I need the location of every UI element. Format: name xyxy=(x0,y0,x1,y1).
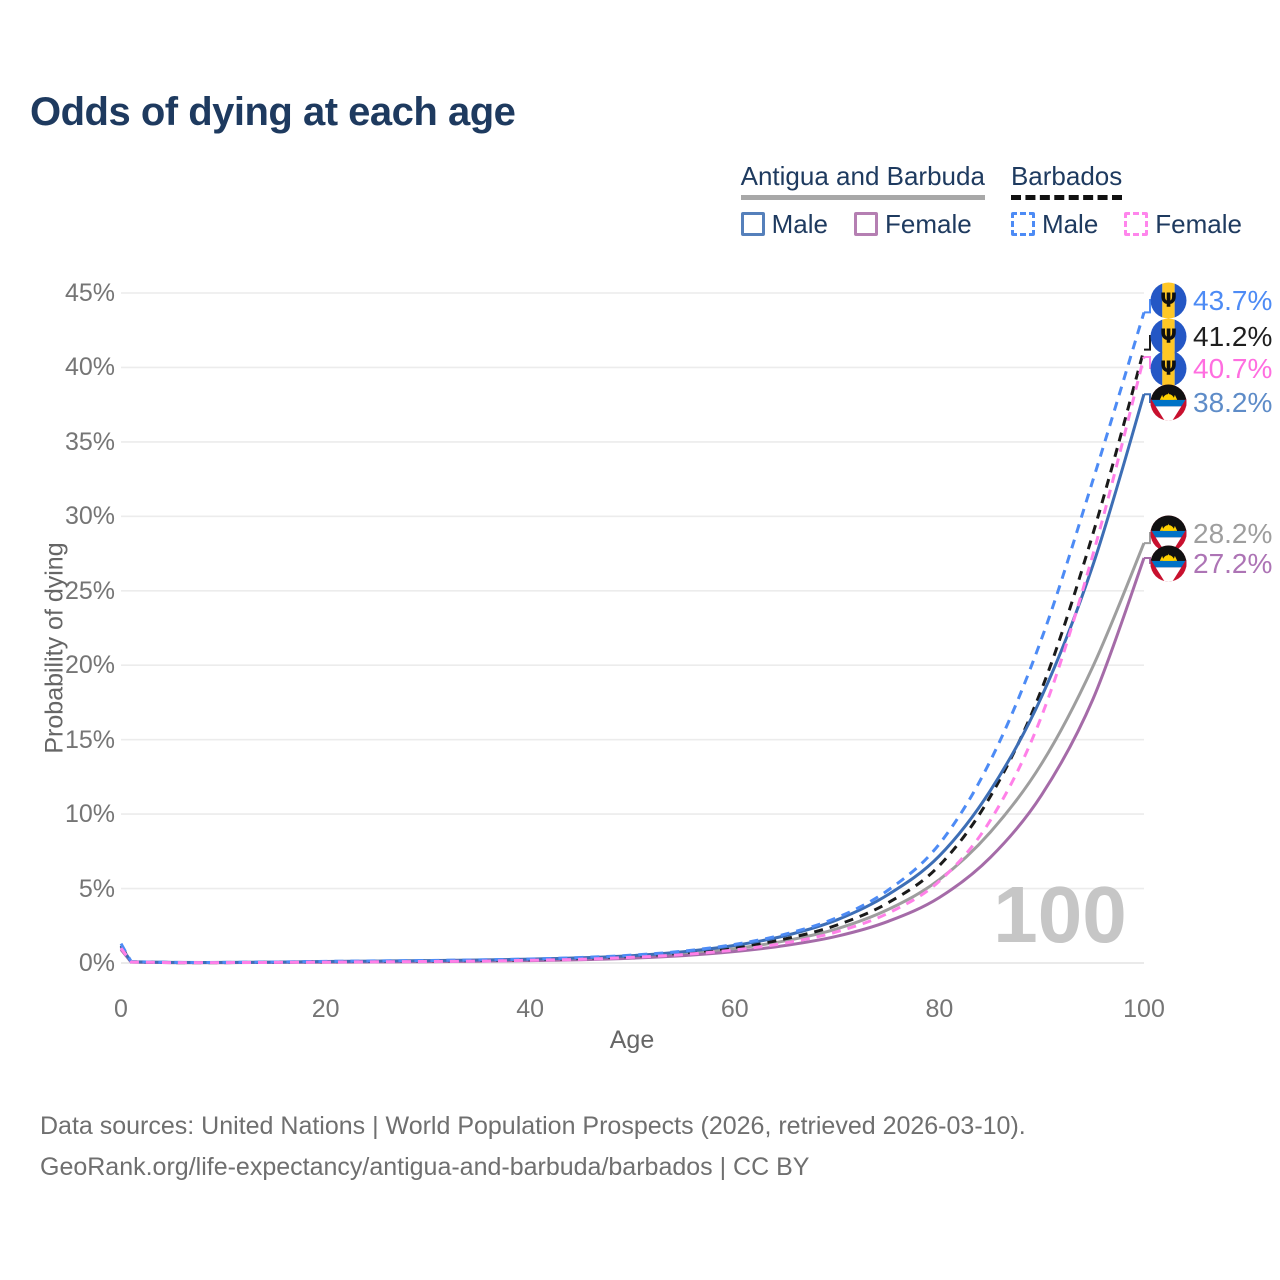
svg-text:Ψ: Ψ xyxy=(1160,325,1177,348)
x-tick-label-20: 20 xyxy=(311,995,340,1023)
legend-item-antigua-female[interactable]: Female xyxy=(853,208,972,240)
legend-item-antigua-male[interactable]: Male xyxy=(740,208,828,240)
antigua-flag-icon xyxy=(1150,515,1187,552)
legend-country-barbados[interactable]: Barbados xyxy=(1010,162,1123,200)
svg-text:Ψ: Ψ xyxy=(1160,289,1177,312)
x-tick-label-0: 0 xyxy=(114,995,128,1023)
legend-label-male: Male xyxy=(1041,208,1099,239)
male-dashed-swatch-icon xyxy=(1010,212,1035,237)
antigua-flag-icon xyxy=(1150,384,1187,421)
series-line-antigua-and-barbuda-male[interactable] xyxy=(119,393,1146,964)
series-line-barbados-female[interactable] xyxy=(119,356,1146,965)
series-line-antigua-and-barbuda[interactable] xyxy=(119,542,1146,965)
end-value: 28.2% xyxy=(1193,517,1273,549)
legend-country-antigua[interactable]: Antigua and Barbuda xyxy=(740,162,985,200)
page-title: Odds of dying at each age xyxy=(30,90,516,134)
y-tick-label-40: 40% xyxy=(64,353,115,382)
x-tick-label-40: 40 xyxy=(516,995,545,1023)
attribution-link-text[interactable]: GeoRank.org/life-expectancy/antigua-and-… xyxy=(40,1153,810,1181)
end-label-antigua-female: 27.2% xyxy=(1150,545,1272,582)
antigua-flag-icon xyxy=(1150,545,1187,582)
series-line-antigua-and-barbuda-female[interactable] xyxy=(119,557,1146,965)
male-solid-swatch-icon xyxy=(740,212,765,237)
legend-item-barbados-male[interactable]: Male xyxy=(1010,208,1099,240)
end-value: 27.2% xyxy=(1193,547,1273,579)
legend-label-female: Female xyxy=(884,208,972,239)
legend-group-barbados: Barbados Male Female xyxy=(1010,162,1242,240)
end-value: 43.7% xyxy=(1193,284,1273,316)
end-label-barbados-male: Ψ 43.7% xyxy=(1150,282,1272,319)
x-axis-title: Age xyxy=(609,1026,655,1054)
legend-group-antigua: Antigua and Barbuda Male Female xyxy=(740,162,985,240)
x-tick-label-60: 60 xyxy=(720,995,749,1023)
footer: Data sources: United Nations | World Pop… xyxy=(40,1106,1026,1188)
age-indicator-watermark: 100 xyxy=(993,870,1126,959)
y-tick-label-5: 5% xyxy=(78,874,115,903)
end-value: 38.2% xyxy=(1193,386,1273,418)
y-tick-label-45: 45% xyxy=(64,279,115,307)
barbados-flag-icon: Ψ xyxy=(1150,282,1187,319)
legend-label-female: Female xyxy=(1155,208,1242,239)
y-tick-label-0: 0% xyxy=(78,949,115,977)
y-tick-label-10: 10% xyxy=(64,800,115,829)
legend-row-barbados: Male Female xyxy=(1010,208,1242,240)
end-label-barbados-female: Ψ 40.7% xyxy=(1150,350,1272,387)
barbados-flag-icon: Ψ xyxy=(1150,350,1187,387)
end-label-antigua-total: 28.2% xyxy=(1150,515,1272,552)
svg-text:Ψ: Ψ xyxy=(1160,357,1177,380)
y-tick-label-15: 15% xyxy=(64,725,115,754)
series-line-barbados-male[interactable] xyxy=(119,311,1146,964)
legend-row-antigua: Male Female xyxy=(740,208,972,240)
x-tick-label-80: 80 xyxy=(925,995,954,1023)
y-axis-title: Probability of dying xyxy=(40,542,69,754)
legend: Antigua and Barbuda Male Female Barbados… xyxy=(740,162,1242,240)
end-value: 40.7% xyxy=(1193,352,1273,384)
end-label-antigua-male: 38.2% xyxy=(1150,384,1272,421)
legend-item-barbados-female[interactable]: Female xyxy=(1124,209,1242,240)
x-tick-label-100: 100 xyxy=(1123,995,1165,1023)
y-tick-label-25: 25% xyxy=(64,576,115,605)
female-solid-swatch-icon xyxy=(853,212,878,237)
data-source-text: Data sources: United Nations | World Pop… xyxy=(40,1112,1026,1140)
end-value: 41.2% xyxy=(1193,320,1273,352)
legend-label-male: Male xyxy=(771,208,828,239)
end-label-barbados-total: Ψ 41.2% xyxy=(1150,318,1272,355)
barbados-flag-icon: Ψ xyxy=(1150,318,1187,355)
female-dashed-swatch-icon xyxy=(1124,212,1149,237)
y-tick-label-30: 30% xyxy=(64,502,115,531)
y-tick-label-35: 35% xyxy=(64,427,115,456)
y-tick-label-20: 20% xyxy=(64,651,115,680)
